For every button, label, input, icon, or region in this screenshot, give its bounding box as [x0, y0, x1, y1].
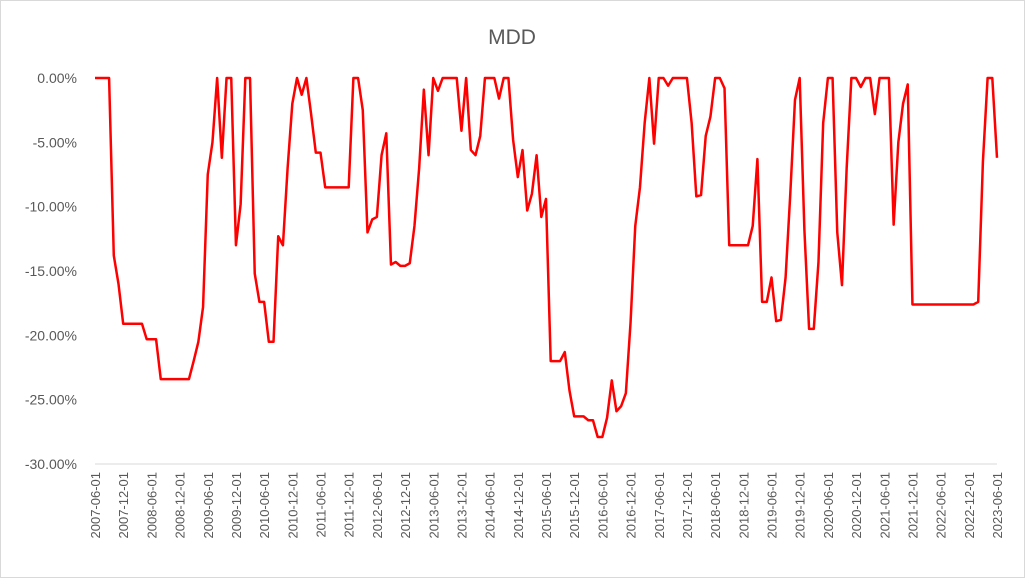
x-tick-label: 2016-12-01	[624, 472, 639, 539]
y-tick-label: -5.00%	[33, 134, 77, 150]
x-tick-label: 2012-06-01	[370, 472, 385, 539]
y-tick-label: -30.00%	[25, 456, 77, 472]
x-tick-label: 2018-12-01	[736, 472, 751, 539]
y-tick-label: -20.00%	[25, 327, 77, 343]
x-tick-label: 2017-06-01	[652, 472, 667, 539]
x-tick-label: 2013-06-01	[426, 472, 441, 539]
y-tick-label: -10.00%	[25, 199, 77, 215]
x-tick-label: 2009-12-01	[229, 472, 244, 539]
x-tick-label: 2015-12-01	[567, 472, 582, 539]
x-tick-label: 2007-06-01	[88, 472, 103, 539]
x-tick-label: 2019-12-01	[793, 472, 808, 539]
x-tick-label: 2022-12-01	[962, 472, 977, 539]
x-tick-label: 2011-06-01	[314, 472, 329, 538]
x-tick-label: 2020-12-01	[849, 472, 864, 539]
x-tick-label: 2015-06-01	[539, 472, 554, 539]
x-tick-label: 2010-12-01	[285, 472, 300, 539]
x-tick-label: 2019-06-01	[765, 472, 780, 539]
x-tick-label: 2008-12-01	[173, 472, 188, 539]
x-tick-label: 2009-06-01	[201, 472, 216, 539]
data-line	[95, 76, 999, 439]
x-tick-label: 2021-06-01	[877, 472, 892, 539]
y-tick-label: -25.00%	[25, 392, 77, 408]
x-tick-label: 2014-12-01	[511, 472, 526, 539]
x-tick-label: 2010-06-01	[257, 472, 272, 539]
chart-title: MDD	[488, 26, 536, 49]
y-tick-label: 0.00%	[37, 70, 77, 86]
x-tick-label: 2020-06-01	[821, 472, 836, 539]
y-tick-label: -15.00%	[25, 263, 77, 279]
x-tick-label: 2016-06-01	[595, 472, 610, 539]
x-tick-label: 2022-06-01	[934, 472, 949, 539]
x-tick-label: 2021-12-01	[905, 472, 920, 539]
x-tick-label: 2008-06-01	[144, 472, 159, 539]
x-tick-label: 2017-12-01	[680, 472, 695, 539]
x-tick-label: 2018-06-01	[708, 472, 723, 539]
x-tick-label: 2012-12-01	[398, 472, 413, 539]
x-tick-label: 2013-12-01	[454, 472, 469, 539]
x-tick-label: 2014-06-01	[483, 472, 498, 539]
x-tick-label: 2007-12-01	[116, 472, 131, 539]
x-tick-label: 2011-12-01	[342, 472, 357, 538]
x-tick-label: 2023-06-01	[990, 472, 1005, 539]
